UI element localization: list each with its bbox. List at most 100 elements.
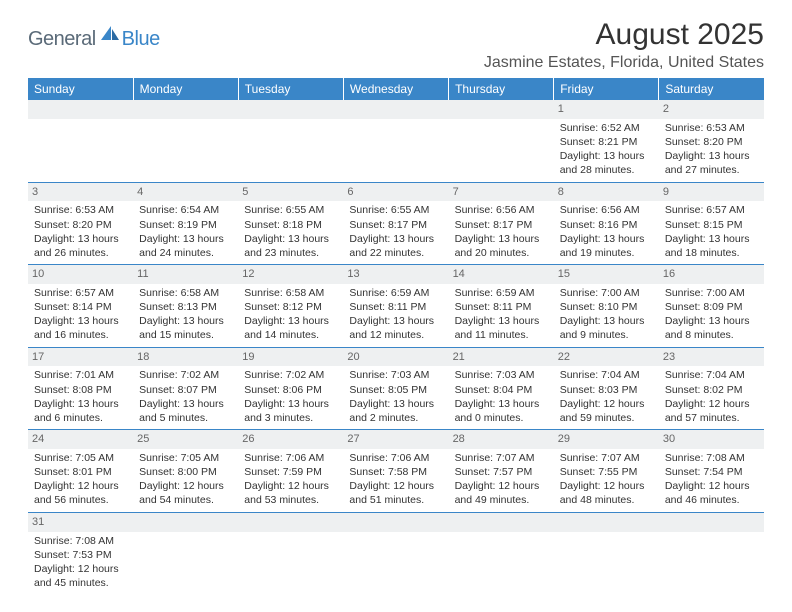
daylight-text: Daylight: 13 hours and 20 minutes.	[455, 232, 548, 260]
sunset-text: Sunset: 8:04 PM	[455, 383, 548, 397]
calendar-cell: 15Sunrise: 7:00 AMSunset: 8:10 PMDayligh…	[554, 265, 659, 348]
day-number: 10	[28, 265, 133, 284]
sunrise-text: Sunrise: 6:56 AM	[455, 203, 548, 217]
daylight-text: Daylight: 13 hours and 23 minutes.	[244, 232, 337, 260]
day-number: 12	[238, 265, 343, 284]
calendar-cell: 5Sunrise: 6:55 AMSunset: 8:18 PMDaylight…	[238, 182, 343, 265]
day-number-empty	[133, 100, 238, 119]
daylight-text: Daylight: 13 hours and 22 minutes.	[349, 232, 442, 260]
weekday-header: Sunday	[28, 78, 133, 100]
daylight-text: Daylight: 13 hours and 12 minutes.	[349, 314, 442, 342]
day-number-empty	[238, 513, 343, 532]
month-title: August 2025	[484, 18, 764, 52]
page: General Blue August 2025 Jasmine Estates…	[0, 0, 792, 594]
sunset-text: Sunset: 7:53 PM	[34, 548, 127, 562]
day-number-empty	[659, 513, 764, 532]
calendar-cell	[133, 512, 238, 594]
sunrise-text: Sunrise: 6:55 AM	[349, 203, 442, 217]
calendar-cell: 3Sunrise: 6:53 AMSunset: 8:20 PMDaylight…	[28, 182, 133, 265]
sunrise-text: Sunrise: 6:53 AM	[665, 121, 758, 135]
calendar-cell: 11Sunrise: 6:58 AMSunset: 8:13 PMDayligh…	[133, 265, 238, 348]
sunrise-text: Sunrise: 6:58 AM	[139, 286, 232, 300]
calendar-cell	[133, 100, 238, 182]
day-number-empty	[343, 513, 448, 532]
daylight-text: Daylight: 13 hours and 26 minutes.	[34, 232, 127, 260]
sunset-text: Sunset: 8:18 PM	[244, 218, 337, 232]
daylight-text: Daylight: 12 hours and 56 minutes.	[34, 479, 127, 507]
calendar-cell: 17Sunrise: 7:01 AMSunset: 8:08 PMDayligh…	[28, 347, 133, 430]
calendar-cell: 24Sunrise: 7:05 AMSunset: 8:01 PMDayligh…	[28, 430, 133, 513]
calendar-cell: 10Sunrise: 6:57 AMSunset: 8:14 PMDayligh…	[28, 265, 133, 348]
sunrise-text: Sunrise: 6:59 AM	[349, 286, 442, 300]
day-number: 18	[133, 348, 238, 367]
sunrise-text: Sunrise: 7:04 AM	[560, 368, 653, 382]
daylight-text: Daylight: 13 hours and 5 minutes.	[139, 397, 232, 425]
sunrise-text: Sunrise: 7:07 AM	[560, 451, 653, 465]
logo-text-blue: Blue	[122, 28, 160, 51]
day-number: 25	[133, 430, 238, 449]
logo: General Blue	[28, 24, 160, 55]
weekday-header: Saturday	[659, 78, 764, 100]
sunset-text: Sunset: 8:13 PM	[139, 300, 232, 314]
day-number-empty	[238, 100, 343, 119]
daylight-text: Daylight: 13 hours and 3 minutes.	[244, 397, 337, 425]
calendar-cell: 21Sunrise: 7:03 AMSunset: 8:04 PMDayligh…	[449, 347, 554, 430]
calendar-cell	[449, 100, 554, 182]
sunset-text: Sunset: 8:17 PM	[349, 218, 442, 232]
day-number: 23	[659, 348, 764, 367]
daylight-text: Daylight: 12 hours and 59 minutes.	[560, 397, 653, 425]
sunset-text: Sunset: 8:20 PM	[34, 218, 127, 232]
daylight-text: Daylight: 13 hours and 18 minutes.	[665, 232, 758, 260]
sunrise-text: Sunrise: 7:03 AM	[455, 368, 548, 382]
day-number-empty	[133, 513, 238, 532]
day-number-empty	[449, 100, 554, 119]
calendar-cell: 18Sunrise: 7:02 AMSunset: 8:07 PMDayligh…	[133, 347, 238, 430]
day-number: 7	[449, 183, 554, 202]
calendar-cell	[238, 512, 343, 594]
sunset-text: Sunset: 7:59 PM	[244, 465, 337, 479]
calendar-cell	[28, 100, 133, 182]
calendar-cell: 25Sunrise: 7:05 AMSunset: 8:00 PMDayligh…	[133, 430, 238, 513]
title-block: August 2025 Jasmine Estates, Florida, Un…	[484, 18, 764, 72]
calendar-cell: 16Sunrise: 7:00 AMSunset: 8:09 PMDayligh…	[659, 265, 764, 348]
day-number: 5	[238, 183, 343, 202]
day-number: 19	[238, 348, 343, 367]
sunset-text: Sunset: 8:05 PM	[349, 383, 442, 397]
calendar-cell	[659, 512, 764, 594]
sunrise-text: Sunrise: 7:08 AM	[665, 451, 758, 465]
daylight-text: Daylight: 13 hours and 2 minutes.	[349, 397, 442, 425]
sunset-text: Sunset: 8:16 PM	[560, 218, 653, 232]
calendar-cell: 28Sunrise: 7:07 AMSunset: 7:57 PMDayligh…	[449, 430, 554, 513]
day-number-empty	[343, 100, 448, 119]
daylight-text: Daylight: 12 hours and 53 minutes.	[244, 479, 337, 507]
weekday-header: Tuesday	[238, 78, 343, 100]
sunrise-text: Sunrise: 6:59 AM	[455, 286, 548, 300]
day-number: 3	[28, 183, 133, 202]
calendar-cell: 7Sunrise: 6:56 AMSunset: 8:17 PMDaylight…	[449, 182, 554, 265]
logo-sail-icon	[99, 24, 121, 47]
sunset-text: Sunset: 8:12 PM	[244, 300, 337, 314]
calendar-cell: 30Sunrise: 7:08 AMSunset: 7:54 PMDayligh…	[659, 430, 764, 513]
sunrise-text: Sunrise: 6:56 AM	[560, 203, 653, 217]
calendar-cell: 19Sunrise: 7:02 AMSunset: 8:06 PMDayligh…	[238, 347, 343, 430]
daylight-text: Daylight: 13 hours and 16 minutes.	[34, 314, 127, 342]
header: General Blue August 2025 Jasmine Estates…	[28, 18, 764, 72]
day-number: 28	[449, 430, 554, 449]
calendar-cell: 6Sunrise: 6:55 AMSunset: 8:17 PMDaylight…	[343, 182, 448, 265]
daylight-text: Daylight: 12 hours and 49 minutes.	[455, 479, 548, 507]
calendar-cell: 13Sunrise: 6:59 AMSunset: 8:11 PMDayligh…	[343, 265, 448, 348]
daylight-text: Daylight: 13 hours and 24 minutes.	[139, 232, 232, 260]
calendar-cell: 4Sunrise: 6:54 AMSunset: 8:19 PMDaylight…	[133, 182, 238, 265]
calendar-cell: 14Sunrise: 6:59 AMSunset: 8:11 PMDayligh…	[449, 265, 554, 348]
day-number: 15	[554, 265, 659, 284]
calendar-cell: 27Sunrise: 7:06 AMSunset: 7:58 PMDayligh…	[343, 430, 448, 513]
day-number-empty	[449, 513, 554, 532]
sunset-text: Sunset: 8:08 PM	[34, 383, 127, 397]
day-number: 1	[554, 100, 659, 119]
calendar-cell: 12Sunrise: 6:58 AMSunset: 8:12 PMDayligh…	[238, 265, 343, 348]
sunset-text: Sunset: 8:14 PM	[34, 300, 127, 314]
sunrise-text: Sunrise: 7:05 AM	[34, 451, 127, 465]
sunset-text: Sunset: 8:02 PM	[665, 383, 758, 397]
sunrise-text: Sunrise: 7:05 AM	[139, 451, 232, 465]
daylight-text: Daylight: 12 hours and 48 minutes.	[560, 479, 653, 507]
